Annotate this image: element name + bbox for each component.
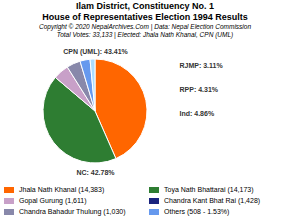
html-text:Chandra Bahadur Thulung (1,030: Chandra Bahadur Thulung (1,030) bbox=[19, 208, 126, 215]
html-text:Ilam District, Constituency No: Ilam District, Constituency No. 1 bbox=[76, 1, 214, 11]
svg-text:CPN (UML): 43.41%: CPN (UML): 43.41% bbox=[63, 48, 128, 56]
html-text:Toya Nath Bhattarai (14,173): Toya Nath Bhattarai (14,173) bbox=[164, 186, 254, 193]
svg-text:RPP: 4.31%: RPP: 4.31% bbox=[180, 86, 219, 93]
html-text:Copyright © 2020 NepalArchives: Copyright © 2020 NepalArchives.Com | Dat… bbox=[39, 23, 251, 30]
html-text:Gopal Gurung (1,611): Gopal Gurung (1,611) bbox=[19, 197, 87, 204]
svg-text:Ind: 4.86%: Ind: 4.86% bbox=[180, 110, 215, 117]
html-text:House of Representatives Elect: House of Representatives Election 1994 R… bbox=[42, 12, 248, 22]
html-text:Chandra Kant Bhat Rai (1,428): Chandra Kant Bhat Rai (1,428) bbox=[164, 197, 261, 204]
html-text:Jhala Nath Khanal (14,383): Jhala Nath Khanal (14,383) bbox=[19, 186, 105, 193]
svg-text:RJMP: 3.11%: RJMP: 3.11% bbox=[180, 62, 224, 69]
svg-text:NC: 42.78%: NC: 42.78% bbox=[76, 169, 115, 176]
html-text:Others (508 - 1.53%): Others (508 - 1.53%) bbox=[164, 208, 230, 215]
html-text:Total Votes: 33,133 | Elected:: Total Votes: 33,133 | Elected: Jhala Nat… bbox=[56, 31, 234, 38]
